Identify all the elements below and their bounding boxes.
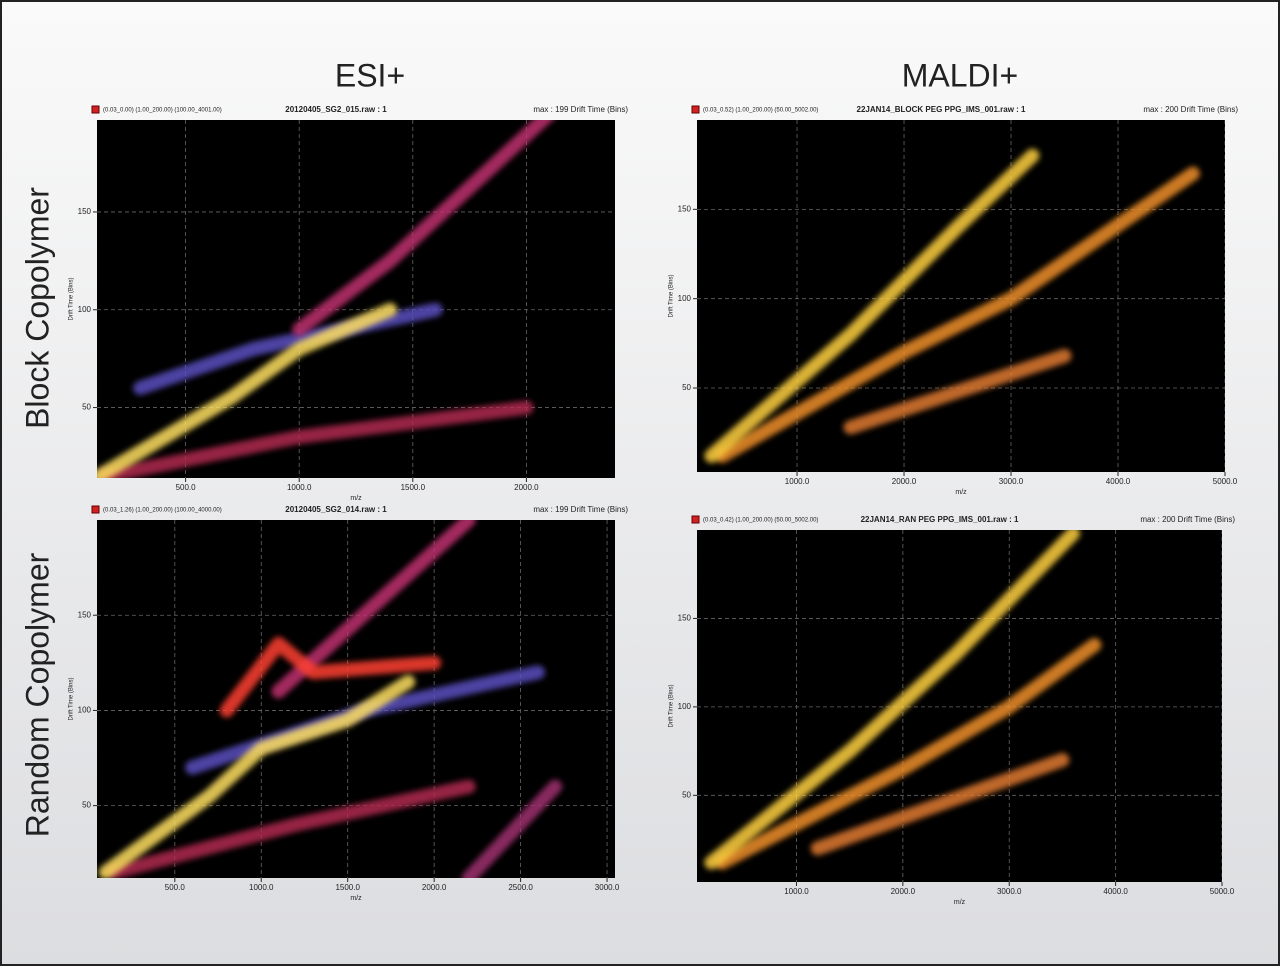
density-band bbox=[810, 752, 1070, 856]
x-tick-label: 2500.0 bbox=[508, 883, 533, 892]
panel-title: 20120405_SG2_015.raw : 1 bbox=[285, 105, 387, 114]
header-marker bbox=[691, 515, 700, 524]
x-axis-label: m/z bbox=[955, 489, 967, 496]
density-layer bbox=[697, 120, 1225, 472]
range-text: (0.03_0.00) (1.00_200.00) (100.00_4001.0… bbox=[103, 108, 222, 114]
density-layer bbox=[97, 520, 615, 878]
column-title: MALDI+ bbox=[902, 57, 1018, 93]
density-band bbox=[461, 779, 563, 878]
x-axis-label: m/z bbox=[350, 895, 362, 902]
x-tick-label: 1000.0 bbox=[249, 883, 274, 892]
y-tick-label: 50 bbox=[682, 383, 691, 392]
density-band bbox=[107, 779, 476, 878]
density-band bbox=[99, 400, 534, 478]
max-text: max : 200 Drift Time (Bins) bbox=[1140, 515, 1235, 524]
density-band bbox=[704, 530, 1081, 870]
y-tick-label: 100 bbox=[78, 706, 92, 715]
row-label: Block Copolymer bbox=[19, 187, 55, 429]
x-tick-label: 4000.0 bbox=[1103, 887, 1128, 896]
x-tick-label: 3000.0 bbox=[997, 887, 1022, 896]
max-text: max : 199 Drift Time (Bins) bbox=[533, 505, 628, 514]
x-tick-label: 3000.0 bbox=[999, 477, 1024, 486]
density-band bbox=[98, 674, 416, 878]
y-tick-label: 100 bbox=[678, 702, 692, 711]
range-text: (0.03_1.26) (1.00_200.00) (100.00_4000.0… bbox=[103, 508, 222, 514]
y-tick-label: 150 bbox=[678, 204, 692, 213]
x-axis-label: m/z bbox=[954, 899, 966, 906]
x-tick-label: 2000.0 bbox=[891, 887, 916, 896]
density-band bbox=[704, 148, 1040, 463]
panel-title: 20120405_SG2_014.raw : 1 bbox=[285, 505, 387, 514]
max-text: max : 200 Drift Time (Bins) bbox=[1143, 105, 1238, 114]
y-tick-label: 150 bbox=[78, 207, 92, 216]
x-tick-label: 2000.0 bbox=[892, 477, 917, 486]
panel-title: 22JAN14_RAN PEG PPG_IMS_001.raw : 1 bbox=[861, 515, 1019, 524]
row-label: Random Copolymer bbox=[19, 552, 55, 837]
x-tick-label: 5000.0 bbox=[1210, 887, 1235, 896]
y-axis-label: Drift Time (Bins) bbox=[669, 274, 675, 317]
header-marker bbox=[91, 505, 100, 514]
density-band bbox=[97, 302, 398, 478]
column-title: ESI+ bbox=[335, 57, 405, 93]
header-marker bbox=[691, 105, 700, 114]
density-layer bbox=[97, 120, 615, 478]
max-text: max : 199 Drift Time (Bins) bbox=[533, 105, 628, 114]
x-tick-label: 2000.0 bbox=[514, 483, 539, 492]
x-tick-label: 1000.0 bbox=[287, 483, 312, 492]
y-tick-label: 100 bbox=[678, 294, 692, 303]
density-band bbox=[715, 166, 1200, 463]
y-tick-label: 150 bbox=[78, 610, 92, 619]
density-band bbox=[219, 636, 442, 718]
density-band bbox=[843, 348, 1072, 435]
x-tick-label: 2000.0 bbox=[422, 883, 447, 892]
x-tick-label: 1000.0 bbox=[785, 477, 810, 486]
y-tick-label: 50 bbox=[82, 403, 91, 412]
range-text: (0.03_0.42) (1.00_200.00) (50.00_5002.00… bbox=[703, 518, 818, 524]
density-band bbox=[715, 637, 1102, 870]
x-tick-label: 5000.0 bbox=[1213, 477, 1238, 486]
header-marker bbox=[91, 105, 100, 114]
y-axis-label: Drift Time (Bins) bbox=[69, 677, 75, 720]
x-tick-label: 3000.0 bbox=[595, 883, 620, 892]
x-tick-label: 1000.0 bbox=[784, 887, 809, 896]
y-tick-label: 50 bbox=[82, 801, 91, 810]
panel-title: 22JAN14_BLOCK PEG PPG_IMS_001.raw : 1 bbox=[857, 105, 1027, 114]
x-tick-label: 500.0 bbox=[176, 483, 197, 492]
density-layer bbox=[697, 530, 1222, 882]
x-tick-label: 4000.0 bbox=[1106, 477, 1131, 486]
x-axis-label: m/z bbox=[350, 495, 362, 502]
y-axis-label: Drift Time (Bins) bbox=[69, 277, 75, 320]
x-tick-label: 1500.0 bbox=[401, 483, 426, 492]
x-tick-label: 500.0 bbox=[165, 883, 186, 892]
y-axis-label: Drift Time (Bins) bbox=[669, 684, 675, 727]
range-text: (0.03_0.52) (1.00_200.00) (50.00_5002.00… bbox=[703, 108, 818, 114]
density-band bbox=[292, 120, 554, 337]
y-tick-label: 150 bbox=[678, 614, 692, 623]
y-tick-label: 50 bbox=[682, 790, 691, 799]
x-tick-label: 1500.0 bbox=[335, 883, 360, 892]
y-tick-label: 100 bbox=[78, 305, 92, 314]
